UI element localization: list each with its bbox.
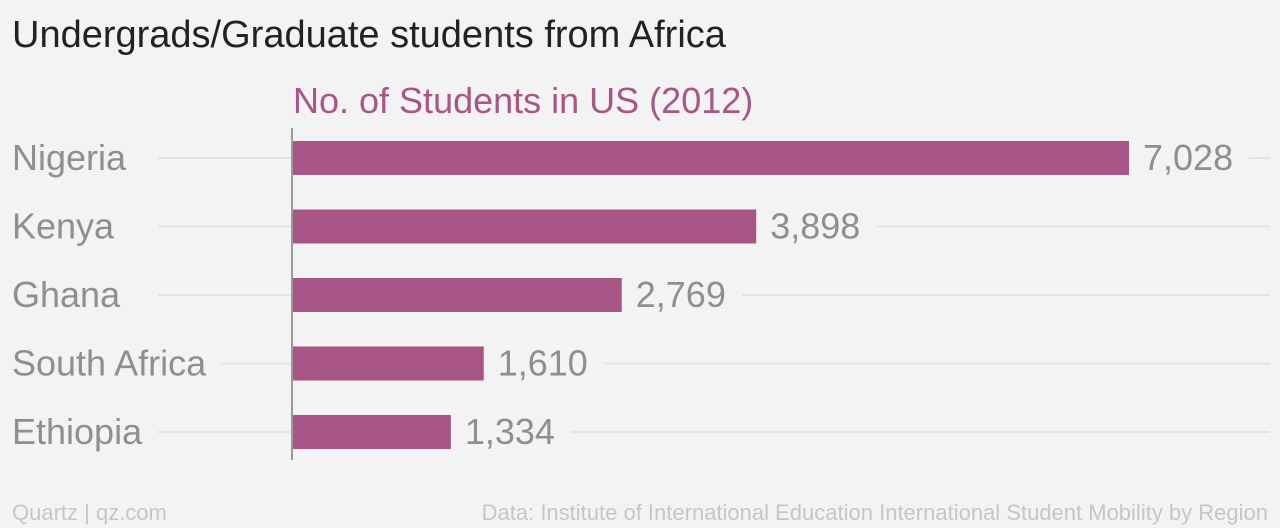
bar-chart: Nigeria Kenya Ghana South Africa Ethiopia 7,… [8, 128, 1270, 460]
category-label: Nigeria [12, 137, 127, 178]
value-label: 3,898 [770, 206, 860, 247]
value-label: 1,334 [465, 411, 555, 452]
label-mask [8, 428, 158, 436]
chart-title: Undergrads/Graduate students from Africa [12, 14, 726, 56]
label-mask [8, 154, 142, 162]
value-label: 7,028 [1143, 137, 1233, 178]
value-mask [621, 291, 742, 299]
label-mask [8, 222, 130, 231]
value-mask [483, 359, 604, 368]
value-label: 2,769 [636, 274, 726, 315]
bar-ethiopia [292, 415, 451, 449]
category-label: Ghana [12, 274, 121, 315]
bar-ghana [292, 278, 622, 312]
series-title: No. of Students in US (2012) [293, 80, 754, 121]
bar-kenya [292, 209, 757, 244]
bar-nigeria [292, 141, 1129, 175]
category-label: Kenya [12, 206, 115, 247]
category-labels: Nigeria Kenya Ghana South Africa Ethiopia [12, 137, 207, 452]
value-label: 1,610 [498, 343, 588, 384]
footer-credit: Quartz | qz.com [12, 500, 167, 525]
value-labels: 7,028 3,898 2,769 1,610 1,334 [465, 137, 1233, 452]
category-label: Ethiopia [12, 411, 143, 452]
footer-source: Data: Institute of International Educati… [481, 500, 1268, 525]
value-mask [450, 428, 571, 436]
value-mask [756, 222, 877, 231]
bar-south-africa [292, 346, 484, 381]
value-mask [1129, 154, 1250, 162]
bars [292, 141, 1129, 449]
category-label: South Africa [12, 343, 207, 384]
label-mask [8, 291, 136, 299]
label-mask [8, 359, 222, 368]
